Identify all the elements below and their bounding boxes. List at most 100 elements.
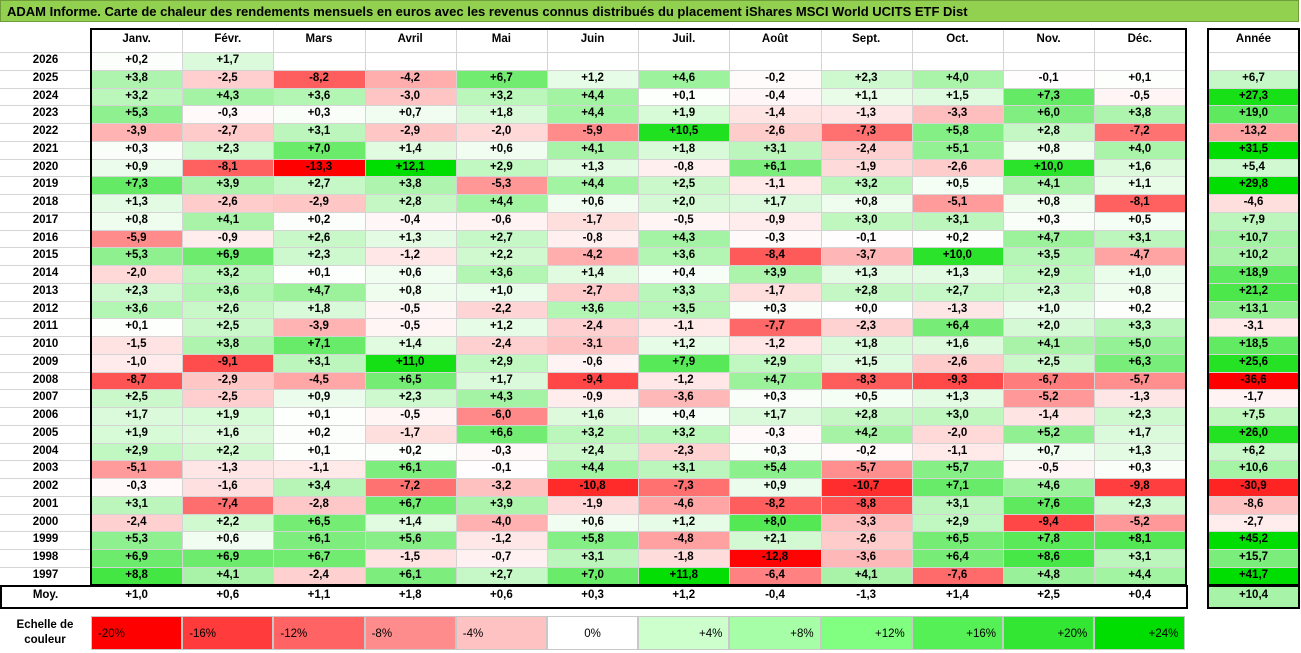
color-scale-stop: -8% bbox=[364, 616, 456, 650]
heat-cell: -4,6 bbox=[638, 495, 730, 514]
row-gridline bbox=[1208, 407, 1299, 408]
heat-cell: -0,4 bbox=[729, 87, 821, 106]
row-gridline bbox=[1208, 211, 1299, 213]
heat-cell: +0,0 bbox=[820, 300, 912, 319]
column-gridline bbox=[911, 29, 913, 585]
heat-cell: +2,3 bbox=[364, 389, 456, 407]
heat-cell: -0,4 bbox=[364, 211, 456, 230]
heat-cell: +0,3 bbox=[729, 442, 821, 461]
year-label: 2017 bbox=[32, 213, 59, 226]
heat-cell: +0,1 bbox=[91, 318, 183, 336]
heat-cell: +3,1 bbox=[547, 549, 639, 567]
year-label: 2024 bbox=[32, 89, 59, 102]
heat-cell: +2,3 bbox=[1003, 282, 1095, 301]
heat-cell: -3,2 bbox=[455, 478, 547, 496]
heat-cell: -1,1 bbox=[638, 318, 730, 336]
heat-cell bbox=[1003, 52, 1095, 70]
average-cell: -0,4 bbox=[765, 588, 785, 601]
annual-cell: +27,3 bbox=[1208, 87, 1299, 106]
heat-cell: +3,2 bbox=[820, 176, 912, 194]
row-gridline bbox=[0, 389, 1186, 391]
heat-cell: +0,2 bbox=[364, 442, 456, 461]
year-label: 2010 bbox=[32, 338, 59, 350]
heat-cell: +3,6 bbox=[547, 300, 639, 319]
heat-cell: +11,8 bbox=[638, 566, 730, 585]
heat-cell: +3,1 bbox=[273, 123, 365, 141]
year-label: 2020 bbox=[32, 160, 59, 173]
row-gridline bbox=[1208, 140, 1299, 142]
heat-cell: -1,7 bbox=[729, 282, 821, 301]
heat-cell: +1,8 bbox=[638, 140, 730, 159]
row-gridline bbox=[1208, 549, 1299, 550]
month-header: Déc. bbox=[1127, 33, 1152, 45]
heat-cell: -1,0 bbox=[91, 353, 183, 372]
heat-cell: +0,6 bbox=[182, 531, 274, 549]
heat-cell: -0,3 bbox=[182, 105, 274, 123]
row-gridline bbox=[0, 265, 1186, 266]
heat-cell bbox=[729, 52, 821, 70]
row-gridline bbox=[1208, 478, 1299, 479]
heat-cell: -2,9 bbox=[273, 194, 365, 212]
heat-cell: +4,1 bbox=[182, 211, 274, 230]
heat-cell: +4,6 bbox=[638, 69, 730, 88]
heat-cell: +2,1 bbox=[729, 531, 821, 549]
heat-cell: -3,1 bbox=[547, 336, 639, 354]
year-label: 2026 bbox=[32, 54, 59, 66]
annual-cell: +10,6 bbox=[1208, 460, 1299, 478]
heat-cell: -8,7 bbox=[91, 371, 183, 390]
heat-cell: -9,8 bbox=[1094, 478, 1186, 496]
heat-cell: +0,9 bbox=[273, 389, 365, 407]
row-gridline bbox=[1208, 194, 1299, 195]
heat-cell: -0,1 bbox=[455, 460, 547, 478]
heat-cell: -0,5 bbox=[1003, 460, 1095, 478]
year-label: 2015 bbox=[32, 249, 59, 262]
row-gridline bbox=[1208, 105, 1299, 107]
color-scale-stop: +16% bbox=[911, 616, 1003, 650]
heat-cell: +8,8 bbox=[91, 566, 183, 585]
heat-cell: +1,0 bbox=[455, 282, 547, 301]
heat-cell: +0,6 bbox=[547, 194, 639, 212]
heat-cell: +6,3 bbox=[1094, 353, 1186, 372]
column-gridline bbox=[273, 29, 275, 585]
heat-cell: -6,7 bbox=[1003, 371, 1095, 390]
heat-cell: +8,1 bbox=[1094, 531, 1186, 549]
year-label: 2002 bbox=[32, 480, 59, 492]
annual-cell: +6,7 bbox=[1208, 69, 1299, 88]
heat-cell: +4,7 bbox=[729, 371, 821, 390]
heat-cell: -10,7 bbox=[820, 478, 912, 496]
heat-cell: +0,2 bbox=[273, 211, 365, 230]
heat-cell: +4,3 bbox=[455, 389, 547, 407]
heat-cell: +2,5 bbox=[1003, 353, 1095, 372]
color-scale-label: Echelle de couleur bbox=[16, 619, 74, 646]
annual-cell: -3,1 bbox=[1208, 318, 1299, 336]
average-cell: +0,3 bbox=[581, 588, 604, 601]
color-scale-stop: +12% bbox=[820, 616, 912, 650]
heat-cell: +1,3 bbox=[1094, 442, 1186, 461]
heat-cell: +7,3 bbox=[91, 176, 183, 194]
annual-cell: -36,6 bbox=[1208, 371, 1299, 390]
heat-cell: +6,9 bbox=[182, 549, 274, 567]
heat-cell: -0,6 bbox=[455, 211, 547, 230]
heat-cell: +7,9 bbox=[638, 353, 730, 372]
heat-cell: -0,5 bbox=[364, 318, 456, 336]
heat-cell: -2,6 bbox=[182, 194, 274, 212]
annual-cell: +18,9 bbox=[1208, 265, 1299, 283]
heat-cell: -0,3 bbox=[729, 424, 821, 443]
heat-cell: +3,0 bbox=[911, 407, 1003, 425]
row-gridline bbox=[1208, 353, 1299, 355]
heat-cell: +2,3 bbox=[273, 247, 365, 265]
annual-cell: +18,5 bbox=[1208, 336, 1299, 354]
average-cell: -1,3 bbox=[856, 588, 877, 601]
heat-cell: -5,7 bbox=[1094, 371, 1186, 390]
heat-cell: +8,0 bbox=[729, 513, 821, 532]
year-label: 2006 bbox=[32, 409, 59, 421]
row-gridline bbox=[0, 584, 1186, 586]
heat-cell: -2,3 bbox=[638, 442, 730, 461]
heat-cell: +1,5 bbox=[911, 87, 1003, 106]
heat-cell: +0,3 bbox=[729, 389, 821, 407]
heat-cell bbox=[547, 52, 639, 70]
heat-cell: -1,5 bbox=[364, 549, 456, 567]
heat-cell: +0,5 bbox=[1094, 211, 1186, 230]
month-header: Sept. bbox=[852, 33, 881, 45]
heat-cell: +3,1 bbox=[91, 495, 183, 514]
